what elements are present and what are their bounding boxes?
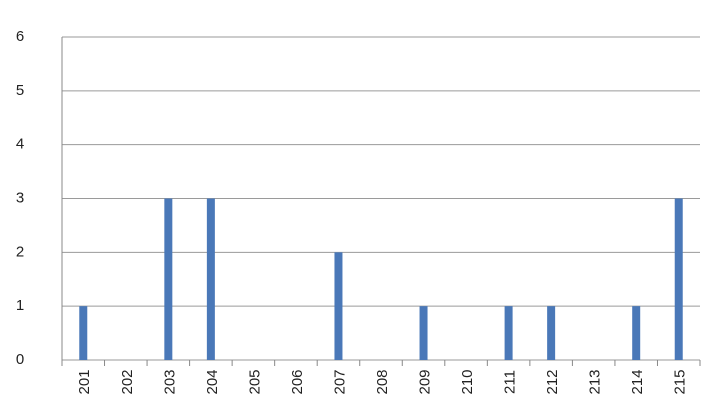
y-tick-label: 2 xyxy=(16,243,24,260)
bar xyxy=(334,252,342,360)
x-tick-label: 202 xyxy=(119,369,136,394)
y-tick-label: 4 xyxy=(16,136,24,153)
x-tick-label: 206 xyxy=(289,369,306,394)
bar xyxy=(505,306,513,360)
bar xyxy=(675,199,683,361)
x-tick-label: 212 xyxy=(544,369,561,394)
bar xyxy=(207,199,215,361)
x-tick-label: 210 xyxy=(459,369,476,394)
bar xyxy=(420,306,428,360)
y-tick-label: 6 xyxy=(16,28,24,45)
background xyxy=(0,0,706,417)
x-tick-label: 201 xyxy=(76,369,93,394)
x-tick-label: 214 xyxy=(629,369,646,394)
x-tick-label: 205 xyxy=(246,369,263,394)
x-tick-label: 209 xyxy=(417,369,434,394)
y-tick-label: 0 xyxy=(16,351,24,368)
x-tick-label: 213 xyxy=(587,369,604,394)
chart: 0 1 2 3 4 5 6 201 202 203 204 205 206 207 208 209 210 211… xyxy=(0,0,706,417)
y-tick-label: 3 xyxy=(16,189,24,206)
x-tick-label: 215 xyxy=(672,369,689,394)
y-tick-label: 5 xyxy=(16,82,24,99)
bar xyxy=(79,306,87,360)
bar xyxy=(547,306,555,360)
x-tick-label: 204 xyxy=(204,369,221,394)
x-tick-label: 207 xyxy=(331,369,348,394)
x-tick-label: 203 xyxy=(161,369,178,394)
x-tick-label: 211 xyxy=(502,370,519,394)
x-tick-label: 208 xyxy=(374,369,391,394)
bar xyxy=(632,306,640,360)
bar xyxy=(164,199,172,361)
y-tick-label: 1 xyxy=(16,297,24,314)
